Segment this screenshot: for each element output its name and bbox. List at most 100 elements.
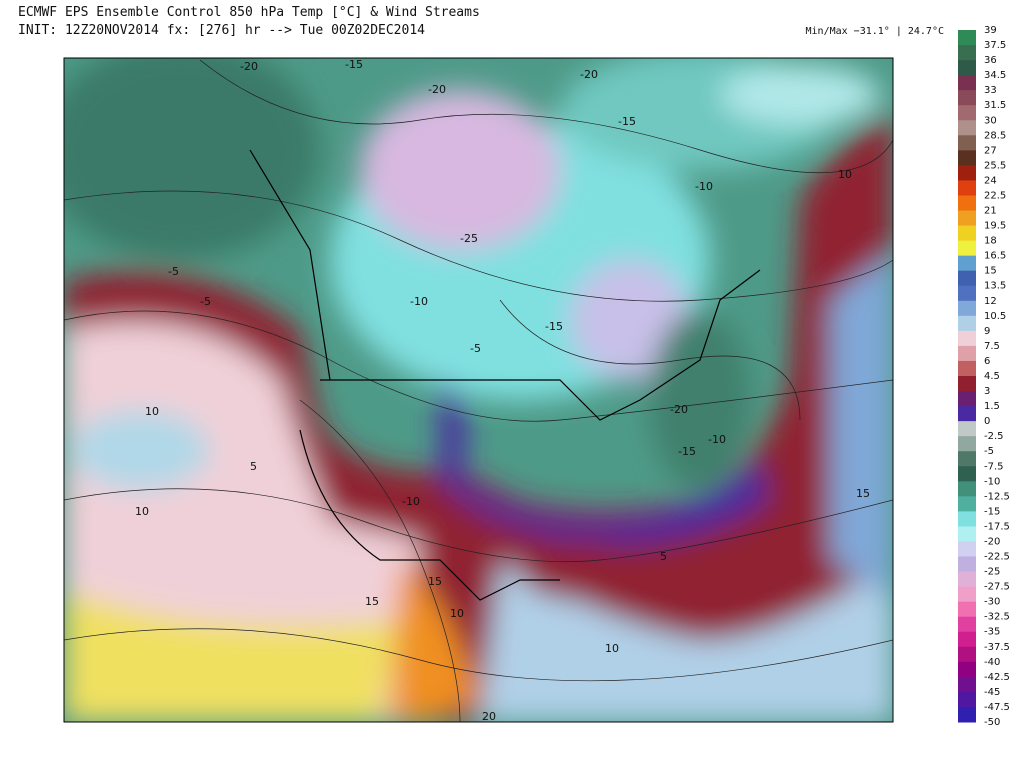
- colorbar-label: -10: [984, 476, 1000, 487]
- colorbar-label: -30: [984, 597, 1000, 608]
- colorbar-label: 21: [984, 206, 997, 217]
- colorbar-label: 37.5: [984, 40, 1006, 51]
- colorbar-swatch: [958, 616, 976, 633]
- colorbar-swatch: [958, 601, 976, 618]
- contour-label: 10: [838, 168, 852, 181]
- colorbar-label: 34.5: [984, 70, 1006, 81]
- colorbar-swatch: [958, 300, 976, 317]
- colorbar-swatch: [958, 270, 976, 287]
- colorbar-label: 6: [984, 356, 990, 367]
- colorbar-swatch: [958, 391, 976, 407]
- colorbar-swatch: [958, 195, 976, 212]
- colorbar-swatch: [958, 436, 976, 452]
- colorbar-swatch: [958, 330, 976, 347]
- colorbar-swatch: [958, 646, 976, 663]
- contour-label: 10: [135, 505, 149, 518]
- colorbar-swatch: [958, 526, 976, 542]
- min-max: Min/Max −31.1° | 24.7°C: [805, 26, 944, 37]
- colorbar-label: 9: [984, 326, 990, 337]
- colorbar-label: -40: [984, 657, 1000, 668]
- colorbar-label: 12: [984, 296, 997, 307]
- colorbar-swatch: [958, 30, 976, 46]
- contour-label: -15: [618, 115, 636, 128]
- colorbar-swatch: [958, 165, 976, 181]
- colorbar-swatch: [958, 345, 976, 362]
- colorbar-swatch: [958, 661, 976, 678]
- colorbar-label: -7.5: [984, 461, 1004, 472]
- colorbar-label: 10.5: [984, 311, 1006, 322]
- contour-label: -20: [240, 60, 258, 73]
- contour-label: -15: [345, 58, 363, 71]
- colorbar-swatch: [958, 706, 976, 723]
- colorbar-label: 0: [984, 416, 990, 427]
- colorbar-label: -27.5: [984, 582, 1010, 593]
- colorbar-label: -5: [984, 446, 994, 457]
- colorbar-label: -17.5: [984, 521, 1010, 532]
- colorbar-swatch: [958, 180, 976, 196]
- colorbar-swatch: [958, 376, 976, 392]
- map-frame: [63, 57, 894, 723]
- colorbar-swatch: [958, 225, 976, 242]
- colorbar-label: -22.5: [984, 552, 1010, 563]
- colorbar-label: -35: [984, 627, 1000, 638]
- colorbar-label: 39: [984, 25, 997, 36]
- colorbar-label: -37.5: [984, 642, 1010, 653]
- colorbar-label: -15: [984, 506, 1000, 517]
- colorbar-label: -25: [984, 567, 1000, 578]
- contour-label: -20: [580, 68, 598, 81]
- colorbar-label: 13.5: [984, 281, 1006, 292]
- colorbar-swatch: [958, 60, 976, 76]
- contour-label: 10: [145, 405, 159, 418]
- colorbar-label: -32.5: [984, 612, 1010, 623]
- colorbar-swatch: [958, 135, 976, 151]
- streamlines: [64, 59, 893, 722]
- colorbar-label: 25.5: [984, 160, 1006, 171]
- colorbar-label: -20: [984, 536, 1000, 547]
- colorbar-swatch: [958, 285, 976, 302]
- subtitle: INIT: 12Z20NOV2014 fx: [276] hr --> Tue …: [18, 23, 425, 38]
- contour-label: -20: [670, 403, 688, 416]
- colorbar-label: 1.5: [984, 401, 1000, 412]
- contour-label: 10: [605, 642, 619, 655]
- contour-label: -5: [168, 265, 179, 278]
- colorbar-swatch: [958, 120, 976, 136]
- colorbar-swatch: [958, 571, 976, 588]
- colorbar-label: 22.5: [984, 190, 1006, 201]
- boundaries: [249, 149, 761, 601]
- colorbar-label: -42.5: [984, 672, 1010, 683]
- colorbar-swatch: [958, 466, 976, 482]
- colorbar-swatch: [958, 541, 976, 558]
- colorbar-label: -12.5: [984, 491, 1010, 502]
- colorbar-label: 19.5: [984, 221, 1006, 232]
- colorbar-label: -47.5: [984, 702, 1010, 713]
- colorbar-label: 31.5: [984, 100, 1006, 111]
- colorbar-swatch: [958, 105, 976, 121]
- contour-label: 5: [660, 550, 667, 563]
- colorbar-swatch: [958, 210, 976, 227]
- contour-label: -5: [470, 342, 481, 355]
- colorbar-label: 24: [984, 175, 997, 186]
- contour-label: 10: [450, 607, 464, 620]
- temperature-map: [64, 58, 893, 722]
- contour-label: -10: [708, 433, 726, 446]
- colorbar-swatch: [958, 315, 976, 332]
- colorbar-label: 27: [984, 145, 997, 156]
- contour-label: 15: [428, 575, 442, 588]
- colorbar-swatch: [958, 421, 976, 437]
- colorbar-swatch: [958, 481, 976, 497]
- colorbar-label: -50: [984, 717, 1000, 728]
- colorbar-label: 30: [984, 115, 997, 126]
- contour-label: -10: [695, 180, 713, 193]
- colorbar-swatch: [958, 45, 976, 61]
- colorbar-swatch: [958, 150, 976, 166]
- colorbar-label: 4.5: [984, 371, 1000, 382]
- colorbar-label: 33: [984, 85, 997, 96]
- colorbar-swatch: [958, 75, 976, 91]
- colorbar-label: -45: [984, 687, 1000, 698]
- colorbar-swatch: [958, 90, 976, 106]
- colorbar-label: 15: [984, 266, 997, 277]
- contour-label: -15: [678, 445, 696, 458]
- colorbar-label: -2.5: [984, 431, 1004, 442]
- contour-label: 5: [250, 460, 257, 473]
